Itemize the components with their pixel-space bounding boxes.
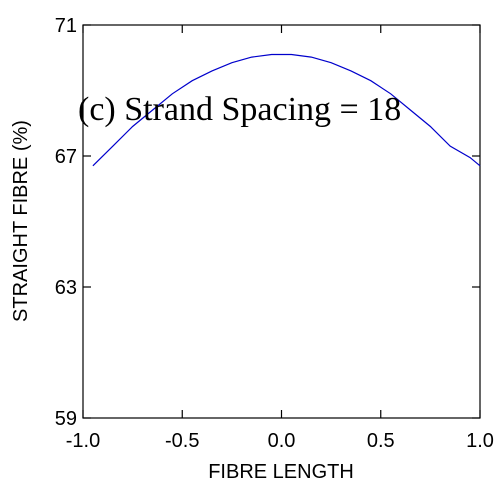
x-tick-label: 0.0	[268, 430, 296, 452]
x-tick-label: -1.0	[66, 430, 100, 452]
y-tick-label: 63	[55, 277, 77, 299]
y-tick-label: 71	[55, 15, 77, 37]
x-tick-label: 1.0	[466, 430, 494, 452]
axis-ticks	[82, 24, 481, 419]
plot-frame	[82, 24, 481, 419]
x-tick-label: 0.5	[367, 430, 395, 452]
annotation-label: (c) Strand Spacing = 18	[78, 91, 401, 128]
x-axis-title: FIBRE LENGTH	[208, 461, 354, 483]
series-line	[92, 53, 481, 167]
y-tick-label: 59	[55, 408, 77, 430]
y-axis-title: STRAIGHT FIBRE (%)	[10, 120, 32, 322]
axis-tick-labels: -1.0 -0.5 0.0 0.5 1.0 59 63 67 71	[55, 15, 494, 452]
x-tick-label: -0.5	[165, 430, 199, 452]
y-tick-label: 67	[55, 146, 77, 168]
